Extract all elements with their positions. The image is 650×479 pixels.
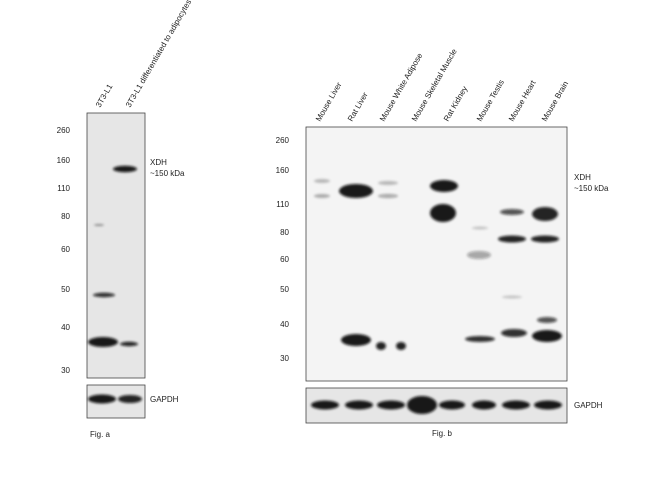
- band: [378, 194, 398, 198]
- band: [377, 400, 405, 410]
- lane-label: Mouse Testis: [475, 78, 506, 123]
- target-name: XDH: [574, 173, 591, 182]
- band: [472, 226, 488, 230]
- band: [430, 204, 456, 222]
- target-size: ~150 kDa: [150, 169, 185, 178]
- band: [339, 184, 373, 198]
- band: [531, 235, 559, 243]
- band: [467, 251, 491, 259]
- band: [314, 179, 330, 183]
- mw-marker: 40: [280, 320, 289, 329]
- lane-label: 3T3-L1: [94, 82, 115, 109]
- band: [407, 396, 437, 414]
- band: [345, 400, 373, 410]
- mw-marker: 260: [57, 126, 71, 135]
- band: [534, 400, 562, 410]
- mw-marker: 110: [276, 200, 289, 209]
- lane-label: Mouse Liver: [314, 80, 344, 123]
- caption: Fig. b: [432, 429, 453, 438]
- mw-marker: 160: [276, 166, 290, 175]
- band: [341, 334, 371, 346]
- band: [502, 295, 522, 299]
- mw-marker: 80: [61, 212, 70, 221]
- band: [472, 400, 496, 410]
- band: [430, 180, 458, 192]
- loading-control: GAPDH: [574, 401, 603, 410]
- band: [314, 194, 330, 198]
- band: [396, 342, 406, 350]
- band: [500, 209, 524, 215]
- band: [88, 337, 118, 347]
- band: [120, 341, 138, 347]
- band: [378, 181, 398, 185]
- mw-marker: 60: [280, 255, 289, 264]
- band: [532, 330, 562, 342]
- caption: Fig. a: [90, 430, 111, 439]
- lane-label: 3T3-L1 differentiated to adipocytes: [124, 0, 193, 109]
- mw-marker: 80: [280, 228, 289, 237]
- band: [311, 400, 339, 410]
- band: [94, 224, 104, 226]
- band: [537, 317, 557, 323]
- band: [498, 235, 526, 243]
- band: [113, 165, 137, 173]
- band: [532, 207, 558, 221]
- band: [93, 292, 115, 298]
- mw-marker: 260: [276, 136, 290, 145]
- lane-label: Mouse Brain: [540, 80, 570, 123]
- band: [439, 400, 465, 410]
- blot-a: [86, 112, 146, 379]
- loading-control: GAPDH: [150, 395, 179, 404]
- band: [501, 329, 527, 337]
- bands: [88, 165, 562, 414]
- mw-marker: 160: [57, 156, 71, 165]
- band: [465, 336, 495, 342]
- mw-marker: 50: [61, 285, 70, 294]
- lane-label: Rat Kidney: [442, 85, 469, 123]
- mw-marker: 50: [280, 285, 289, 294]
- lane-label: Rat Liver: [346, 90, 370, 123]
- band: [376, 342, 386, 350]
- target-size: ~150 kDa: [574, 184, 609, 193]
- mw-marker: 60: [61, 245, 70, 254]
- mw-marker: 30: [280, 354, 289, 363]
- mw-marker: 40: [61, 323, 70, 332]
- lane-label: Mouse Heart: [507, 78, 538, 123]
- band: [118, 395, 142, 403]
- band: [88, 394, 116, 404]
- target-name: XDH: [150, 158, 167, 167]
- mw-marker: 30: [61, 366, 70, 375]
- mw-marker: 110: [57, 184, 70, 193]
- band: [502, 400, 530, 410]
